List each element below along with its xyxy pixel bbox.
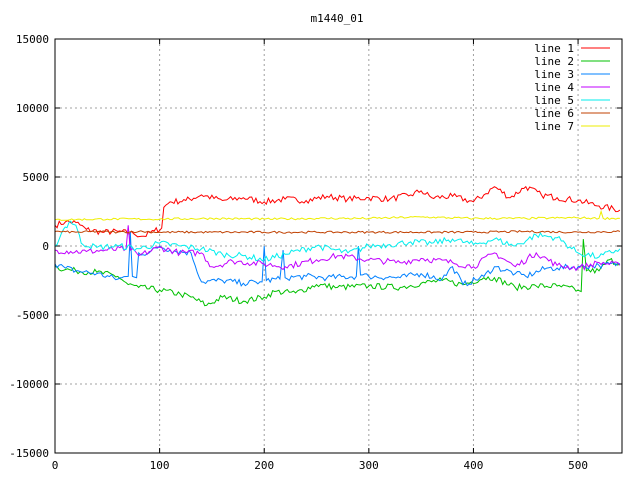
tick-labels: 0 100 200 300 400 500 -15000 -10000 -5000 0 5000 10… [9,33,622,472]
legend-label: line 4 [534,81,574,94]
series-line-6 [54,229,621,234]
y-tick-label: -5000 [16,309,49,322]
x-tick-label: 100 [150,459,170,472]
series-line-1 [54,185,621,238]
y-tick-label: -15000 [9,447,49,460]
series-line-5 [54,220,621,262]
y-tick-label: -10000 [9,378,49,391]
y-tick-label: 10000 [16,102,49,115]
x-tick-label: 400 [464,459,484,472]
x-tick-label: 300 [359,459,379,472]
series-line-7 [54,209,620,221]
legend-label: line 5 [534,94,574,107]
plot-border [54,38,623,454]
x-tick-label: 200 [254,459,274,472]
legend-label: line 3 [534,68,574,81]
series-group [54,185,621,307]
chart-title: m1440_01 [311,12,364,25]
legend-label: line 7 [534,120,574,133]
legend-label: line 6 [534,107,574,120]
legend-label: line 1 [534,42,574,55]
y-tick-label: 15000 [16,33,49,46]
legend-label: line 2 [534,55,574,68]
x-tick-label: 500 [568,459,588,472]
series-line-2 [54,239,621,307]
series-line-4 [54,225,621,272]
y-tick-label: 0 [42,240,49,253]
series-line-3 [54,232,621,287]
y-tick-label: 5000 [23,171,50,184]
x-tick-label: 0 [52,459,59,472]
